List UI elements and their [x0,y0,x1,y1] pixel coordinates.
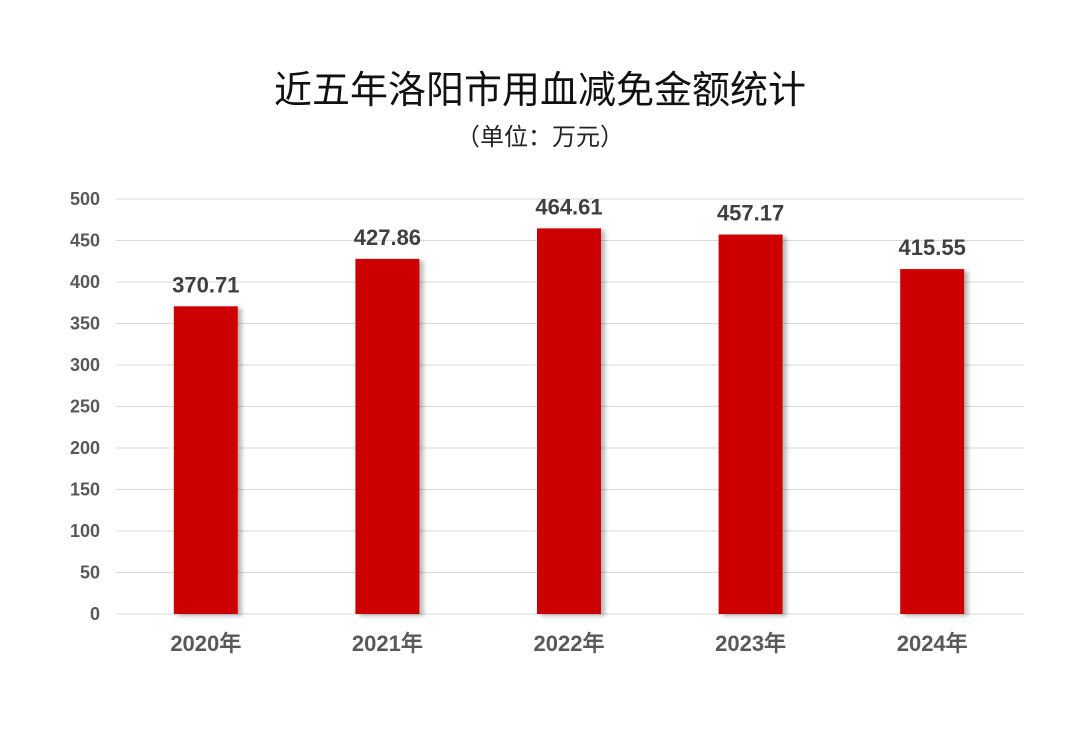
data-label: 457.17 [717,201,784,226]
bar [718,234,783,615]
bar [173,306,238,614]
bar [355,258,420,614]
y-tick-label: 500 [70,189,100,209]
y-tick-label: 50 [80,563,100,583]
y-tick-label: 250 [70,397,100,417]
bars [173,228,965,615]
y-tick-label: 400 [70,272,100,292]
y-axis: 0 50 100 150 200 250 300 350 400 450 500 [70,189,100,624]
chart-subtitle: （单位：万元） [456,123,624,151]
bar [900,269,965,614]
data-label: 427.86 [354,225,421,250]
chart-title: 近五年洛阳市用血减免金额统计 [274,68,806,112]
y-tick-label: 450 [70,231,100,251]
data-labels: 370.71 427.86 464.61 457.17 415.55 [172,194,966,297]
y-tick-label: 200 [70,438,100,458]
x-tick-label: 2022年 [534,631,605,656]
y-tick-label: 300 [70,355,100,375]
y-tick-label: 100 [70,521,100,541]
data-label: 415.55 [899,235,966,260]
x-tick-label: 2024年 [897,631,968,656]
y-tick-label: 350 [70,314,100,334]
y-tick-label: 150 [70,480,100,500]
x-tick-label: 2023年 [715,631,786,656]
data-label: 464.61 [535,194,602,219]
y-tick-label: 0 [90,604,100,624]
bar [537,228,601,614]
x-tick-label: 2021年 [352,631,423,656]
data-label: 370.71 [172,272,239,297]
x-axis: 2020年 2021年 2022年 2023年 2024年 [170,631,967,656]
x-tick-label: 2020年 [170,631,241,656]
